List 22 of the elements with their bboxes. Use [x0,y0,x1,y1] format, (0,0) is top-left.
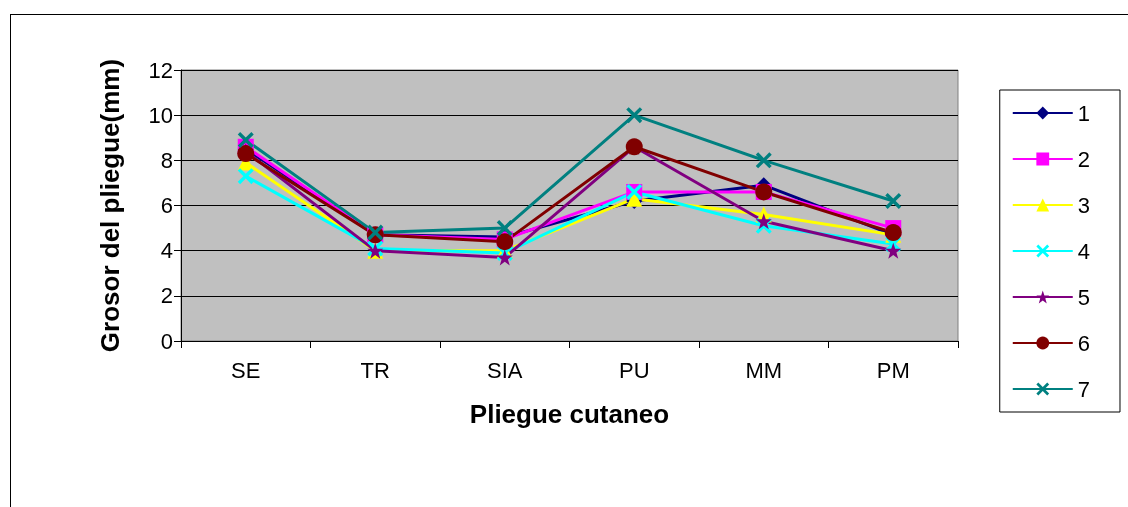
y-tick-label: 10 [148,102,173,128]
legend-label: 2 [1077,146,1091,172]
x-tick-label: PM [876,357,910,383]
y-axis-title: Grosor del pliegue(mm) [95,58,125,353]
y-tick-label: 0 [160,328,173,354]
y-tick-label: 2 [160,283,173,309]
y-tick-label: 12 [148,57,173,83]
x-tick-label: SE [231,357,261,383]
x-tick-label: MM [745,357,783,383]
legend-label: 7 [1077,376,1091,402]
y-tick-label: 4 [160,238,173,264]
legend-label: 5 [1077,284,1091,310]
legend-label: 4 [1077,238,1091,264]
y-tick-label: 8 [160,147,173,173]
x-tick-label: SIA [487,357,523,383]
y-tick-label: 6 [160,193,173,218]
legend-label: 1 [1077,100,1091,126]
x-tick-label: PU [618,357,650,383]
x-tick-label: TR [360,357,390,383]
legend-label: 3 [1077,192,1091,218]
x-axis-title: Pliegue cutaneo [469,399,670,429]
legend-label: 6 [1077,330,1091,356]
